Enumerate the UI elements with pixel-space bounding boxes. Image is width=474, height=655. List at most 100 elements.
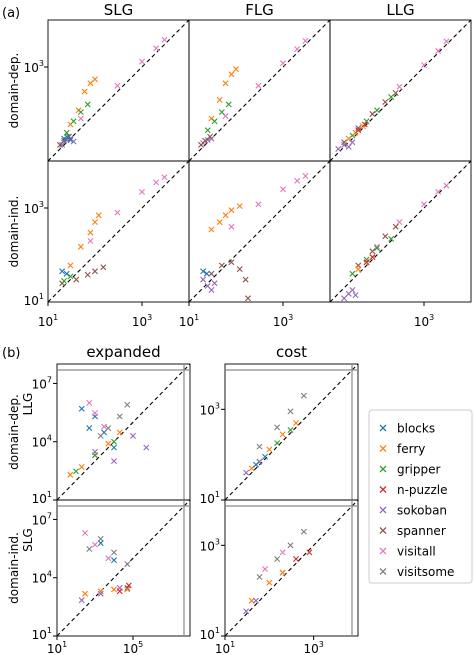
data-point: [236, 266, 243, 273]
data-point: [355, 125, 362, 132]
data-point: [73, 276, 80, 283]
data-point: [143, 444, 150, 451]
legend-box: [368, 409, 473, 584]
data-point: [100, 264, 107, 271]
x-tick-label: 103: [303, 640, 323, 655]
data-point: [243, 469, 250, 476]
data-point: [228, 71, 235, 78]
legend-label: visitsome: [397, 565, 454, 579]
legend-marker: [379, 506, 387, 514]
data-point: [78, 464, 85, 470]
diagonal-line: [329, 160, 472, 303]
data-point: [262, 453, 269, 460]
row-sublabel: SLG: [21, 528, 35, 552]
data-point: [293, 419, 300, 426]
data-point: [279, 549, 286, 556]
y-tick-label: 107: [32, 375, 52, 391]
legend-item: visitsome: [379, 565, 454, 579]
data-point: [294, 177, 301, 184]
data-point: [124, 561, 131, 568]
data-point: [302, 37, 309, 44]
data-point: [228, 223, 235, 230]
x-tick-label: 101: [179, 313, 199, 329]
data-point: [374, 243, 380, 250]
subplot-domain-dep.-LLG: [329, 19, 472, 162]
legend-marker: [379, 424, 387, 432]
data-point: [252, 461, 259, 468]
data-point: [125, 582, 132, 589]
subplot-domain-ind.-LLG: [329, 160, 472, 303]
y-tick-label: 101: [200, 490, 220, 506]
x-tick-label: 105: [123, 640, 143, 655]
data-point: [105, 555, 112, 562]
data-point: [114, 209, 121, 216]
data-point: [153, 45, 160, 52]
x-tick-label: 101: [38, 313, 58, 329]
data-point: [335, 146, 342, 152]
legend-marker: [379, 465, 387, 473]
diagonal-line: [47, 19, 190, 162]
row-sublabel: LLG: [21, 393, 35, 416]
data-point: [374, 245, 380, 252]
y-tick-label: 101: [200, 626, 220, 642]
y-tick-label: 101: [24, 292, 44, 308]
data-point: [87, 229, 94, 236]
data-point: [349, 139, 356, 146]
data-point: [161, 174, 168, 181]
data-point: [111, 438, 117, 445]
subplot-domain-dep.-SLG: [47, 19, 190, 162]
data-point: [382, 99, 389, 105]
data-point: [63, 270, 70, 277]
subplot-domain-dep.-cost: [224, 363, 359, 501]
data-point: [435, 188, 442, 195]
y-tick-label: 107: [32, 511, 52, 527]
data-point: [78, 597, 85, 604]
data-point: [274, 440, 281, 447]
panel-a-grid: SLG FLG LLGdomain-dep.domain-ind.103103101…: [7, 1, 472, 329]
data-point: [77, 115, 84, 122]
data-point: [363, 259, 370, 266]
data-point: [443, 38, 450, 45]
data-point: [67, 262, 74, 269]
panel-a-label: (a): [2, 6, 20, 21]
data-point: [111, 458, 117, 465]
diagonal-line: [47, 160, 190, 303]
data-point: [341, 139, 348, 146]
x-tick-label: 101: [215, 640, 235, 655]
data-point: [84, 101, 91, 108]
data-point: [355, 127, 362, 134]
data-point: [114, 82, 121, 89]
data-point: [256, 443, 263, 450]
data-point: [274, 555, 281, 562]
data-point: [203, 270, 210, 277]
data-point: [252, 597, 259, 604]
data-point: [97, 432, 104, 439]
diagonal-line: [188, 160, 331, 303]
data-point: [302, 172, 309, 179]
legend-label: sokoban: [397, 504, 447, 518]
legend-item: visitall: [379, 545, 436, 559]
data-point: [287, 427, 294, 433]
legend-item: gripper: [379, 463, 441, 477]
data-point: [225, 101, 232, 108]
data-point: [279, 431, 286, 438]
column-title: expanded: [86, 343, 160, 361]
legend-item: spanner: [379, 524, 446, 538]
data-point: [218, 262, 225, 269]
data-point: [86, 399, 93, 406]
data-point: [300, 528, 307, 535]
data-point: [70, 138, 77, 145]
data-point: [207, 133, 214, 140]
data-point: [78, 405, 85, 412]
data-point: [208, 226, 215, 233]
data-point: [361, 121, 368, 128]
data-point: [306, 549, 313, 556]
data-point: [116, 429, 123, 436]
data-point: [287, 542, 294, 549]
data-point: [61, 277, 68, 284]
data-point: [86, 546, 93, 553]
data-point: [92, 268, 98, 275]
legend-label: gripper: [397, 463, 441, 477]
data-point: [228, 207, 235, 214]
